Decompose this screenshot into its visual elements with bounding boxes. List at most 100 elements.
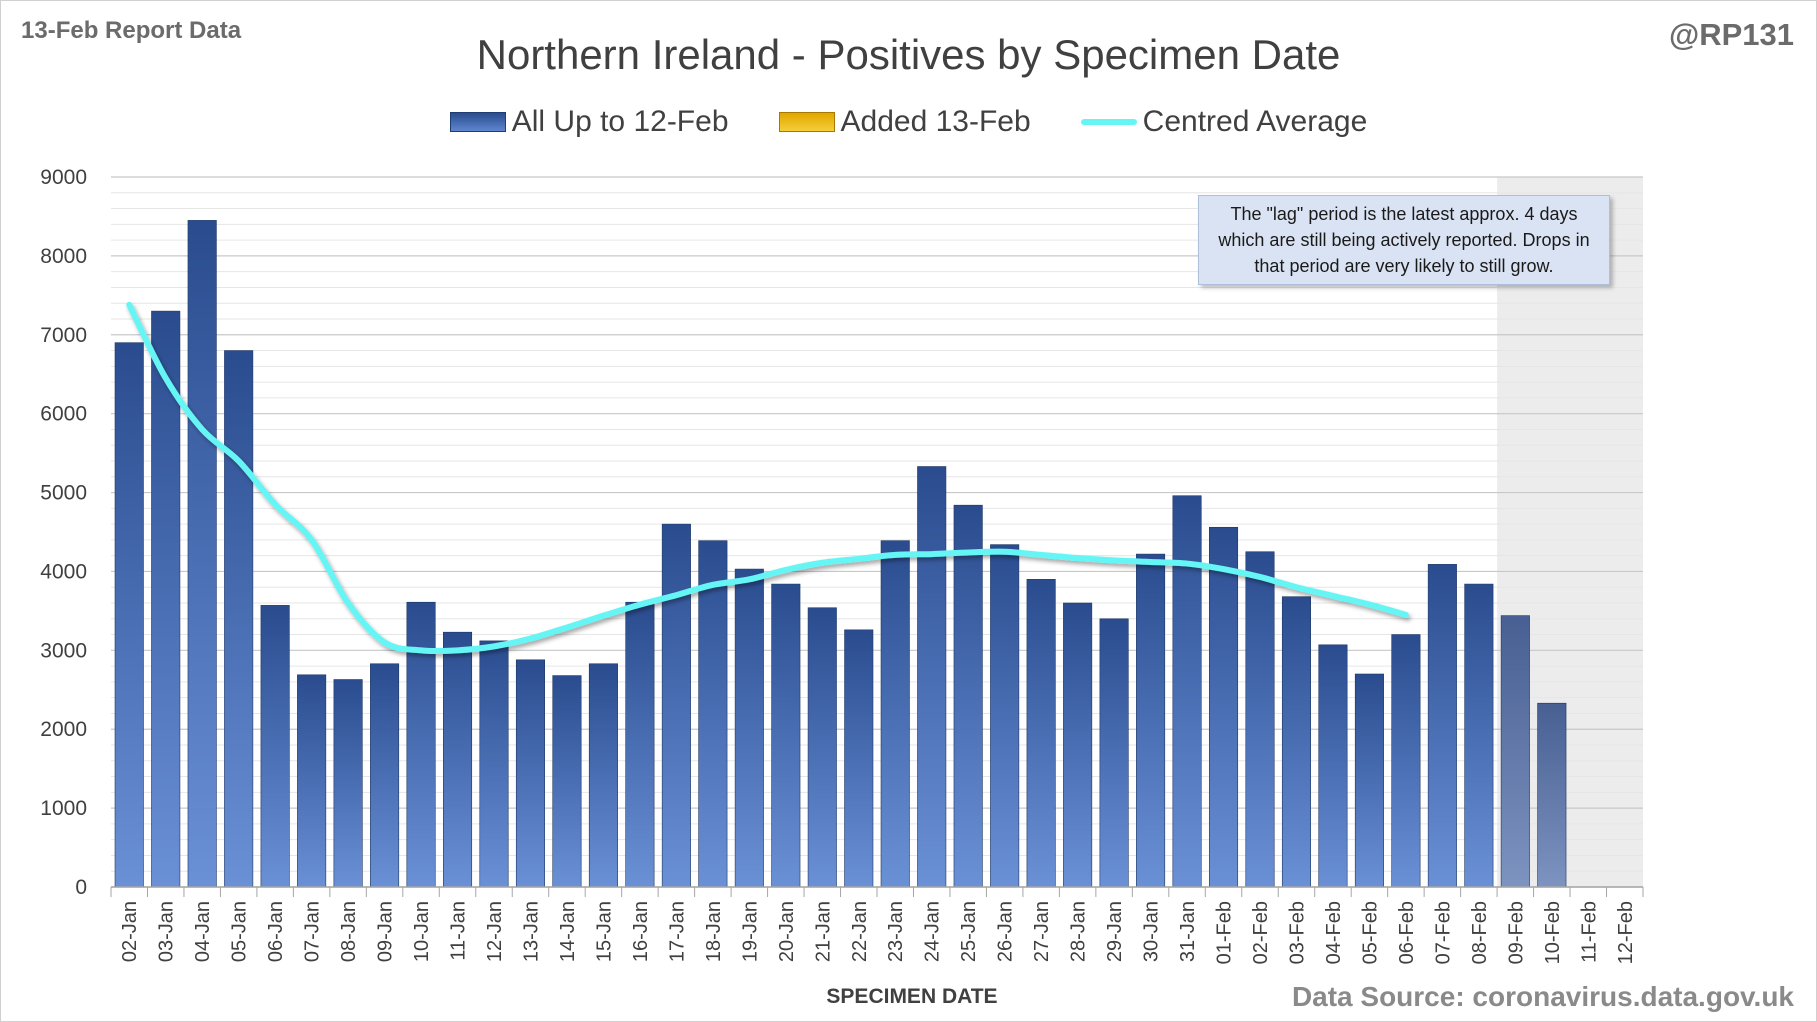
bar — [406, 601, 436, 888]
legend-swatch-average — [1080, 119, 1137, 125]
x-tick-label: 26-Jan — [995, 901, 1017, 962]
y-tick-label: 1000 — [40, 797, 87, 820]
x-tick-label: 11-Jan — [448, 901, 470, 961]
bar — [807, 607, 837, 888]
bar — [1136, 553, 1166, 888]
bar — [917, 466, 947, 888]
x-tick-label: 29-Jan — [1104, 901, 1126, 962]
report-date-label: 13-Feb Report Data — [21, 17, 242, 44]
bar — [151, 310, 181, 888]
y-tick-label: 8000 — [40, 245, 87, 268]
x-tick-label: 05-Feb — [1359, 901, 1381, 964]
bar — [370, 663, 400, 888]
x-tick-label: 10-Feb — [1542, 901, 1564, 964]
bar — [1464, 583, 1494, 888]
legend-item-average: Centred Average — [1080, 105, 1368, 139]
legend-swatch-added — [778, 112, 835, 132]
legend-swatch-bars — [449, 112, 506, 132]
bar — [552, 675, 582, 888]
chart-title: Northern Ireland - Positives by Specimen… — [476, 31, 1341, 78]
bar — [1500, 615, 1530, 888]
bar-series — [114, 220, 1567, 888]
x-tick-label: 03-Feb — [1286, 901, 1308, 964]
legend-item-added: Added 13-Feb — [778, 105, 1031, 139]
x-tick-label: 31-Jan — [1177, 901, 1199, 962]
x-tick-label: 21-Jan — [812, 901, 834, 962]
bar — [260, 605, 290, 888]
x-tick-label: 13-Jan — [520, 901, 542, 962]
y-tick-label: 0 — [75, 876, 87, 899]
x-tick-label: 07-Jan — [302, 901, 324, 962]
x-tick-label: 17-Jan — [666, 901, 688, 962]
x-tick-label: 06-Jan — [265, 901, 287, 962]
x-tick-label: 20-Jan — [776, 901, 798, 962]
bar — [1208, 526, 1239, 888]
x-tick-label: 15-Jan — [593, 901, 615, 962]
x-tick-label: 16-Jan — [630, 901, 652, 962]
legend: All Up to 12-Feb Added 13-Feb Centred Av… — [1, 105, 1816, 139]
x-tick-label: 28-Jan — [1068, 901, 1090, 962]
bar — [844, 629, 874, 888]
bar — [1281, 596, 1312, 888]
bar — [880, 540, 910, 888]
x-tick-label: 30-Jan — [1141, 901, 1163, 962]
bar — [1354, 673, 1384, 888]
bar — [1099, 618, 1129, 888]
x-tick-label: 11-Feb — [1578, 901, 1600, 963]
x-tick-label: 03-Jan — [156, 901, 178, 962]
average-line-layer — [126, 301, 1409, 655]
lag-note-box: The "lag" period is the latest approx. 4… — [1198, 195, 1610, 285]
x-tick-label: 12-Jan — [484, 901, 506, 962]
bar — [661, 523, 691, 888]
author-handle: @RP131 — [1668, 17, 1794, 52]
x-tick-label: 14-Jan — [557, 901, 579, 962]
bar — [442, 631, 473, 888]
bar — [625, 601, 655, 888]
bar — [515, 659, 546, 888]
bar — [479, 640, 509, 888]
legend-label-average: Centred Average — [1142, 105, 1368, 138]
x-tick-label: 22-Jan — [849, 901, 871, 962]
x-tick-label: 06-Feb — [1396, 901, 1418, 964]
x-tick-label: 04-Jan — [192, 901, 214, 962]
y-tick-label: 2000 — [40, 718, 87, 741]
bar — [588, 663, 618, 888]
x-tick-label: 01-Feb — [1214, 901, 1236, 964]
x-tick-label: 19-Jan — [739, 901, 761, 962]
centred-average-line — [126, 301, 1409, 655]
bar — [1063, 602, 1093, 888]
y-tick-label: 6000 — [40, 403, 87, 426]
x-tick-label: 04-Feb — [1323, 901, 1345, 964]
x-tick-label: 09-Jan — [375, 901, 397, 962]
legend-label-added: Added 13-Feb — [840, 105, 1031, 138]
x-tick-label: 27-Jan — [1031, 901, 1053, 962]
x-tick-label: 10-Jan — [411, 901, 433, 962]
x-tick-label: 24-Jan — [922, 901, 944, 962]
x-tick-label: 07-Feb — [1432, 901, 1454, 964]
x-tick-label: 23-Jan — [885, 901, 907, 962]
x-tick-label: 25-Jan — [958, 901, 980, 962]
axes: 0 1000 2000 3000 4000 5000 6000 7000 8000 9000 02-… — [40, 166, 1644, 964]
bar — [297, 674, 327, 888]
bar — [224, 350, 254, 888]
data-source-label: Data Source: coronavirus.data.gov.uk — [1291, 981, 1794, 1012]
y-tick-label: 5000 — [40, 482, 87, 505]
x-tick-label: 05-Jan — [229, 901, 251, 962]
bar — [953, 504, 983, 888]
x-tick-label: 02-Jan — [119, 901, 141, 962]
bar — [1172, 495, 1202, 888]
y-tick-label: 3000 — [40, 639, 87, 662]
x-tick-label: 18-Jan — [703, 901, 725, 962]
legend-label-bars: All Up to 12-Feb — [511, 105, 729, 138]
bar — [1026, 579, 1056, 888]
x-tick-label: 12-Feb — [1615, 901, 1637, 964]
y-tick-label: 7000 — [40, 324, 87, 347]
y-tick-label: 4000 — [40, 560, 87, 583]
bar — [990, 544, 1020, 888]
bar — [114, 342, 144, 888]
bar — [1318, 644, 1348, 888]
bar — [698, 540, 728, 888]
y-tick-label: 9000 — [40, 166, 87, 189]
